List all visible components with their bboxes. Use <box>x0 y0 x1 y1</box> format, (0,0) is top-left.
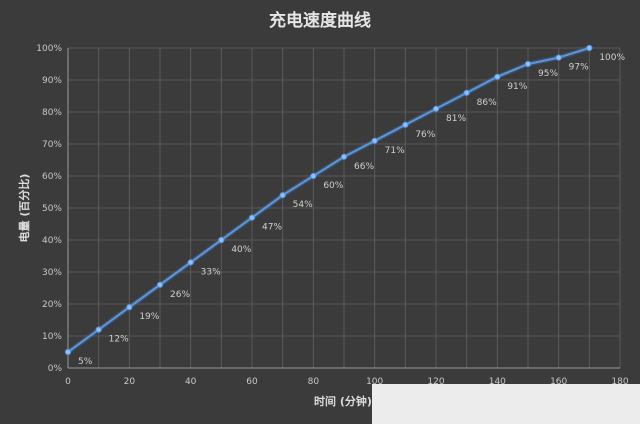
x-tick-label: 60 <box>246 377 258 387</box>
data-point <box>248 214 256 221</box>
data-point <box>463 89 470 96</box>
data-point <box>126 304 133 311</box>
data-point <box>279 192 286 199</box>
x-tick-label: 80 <box>308 377 320 387</box>
y-tick-label: 100% <box>36 44 62 54</box>
data-point <box>555 54 562 61</box>
data-label: 71% <box>385 146 405 156</box>
data-label: 5% <box>78 357 93 367</box>
data-point <box>586 44 593 52</box>
data-point <box>156 281 164 288</box>
data-label: 91% <box>507 82 527 92</box>
data-label: 95% <box>538 69 558 79</box>
data-label: 66% <box>354 162 374 172</box>
data-point <box>310 172 317 180</box>
label-layer: 5% 12% 19% 26% 33% 40% 47% 54% 60% 66% 71% 76% 81% 86… <box>78 53 626 367</box>
y-tick-label: 70% <box>42 140 62 150</box>
x-tick-label: 160 <box>550 377 567 387</box>
x-tick-label: 120 <box>427 377 444 387</box>
data-point <box>371 137 378 144</box>
data-point <box>524 60 532 68</box>
y-tick-label: 90% <box>42 76 62 86</box>
x-tick-label: 140 <box>489 377 506 387</box>
data-label: 47% <box>262 223 282 233</box>
data-label: 100% <box>599 53 625 63</box>
data-label: 97% <box>569 63 589 73</box>
x-tick-label: 20 <box>124 377 136 387</box>
y-tick-label: 80% <box>42 108 62 118</box>
chart-title: 充电速度曲线 <box>269 10 371 31</box>
y-tick-label: 20% <box>42 300 62 310</box>
x-tick-label: 0 <box>65 377 71 387</box>
data-point <box>402 121 409 128</box>
y-tick-label: 30% <box>42 268 62 278</box>
data-point <box>95 326 102 333</box>
data-point <box>187 259 194 266</box>
data-label: 26% <box>170 290 190 300</box>
overlay-patch <box>372 384 640 424</box>
y-tick-label: 0% <box>48 364 63 374</box>
y-axis-label: 电量 (百分比) <box>17 174 31 243</box>
data-point <box>494 73 501 80</box>
y-tick-label: 60% <box>42 172 62 182</box>
series-line <box>67 46 590 353</box>
data-label: 19% <box>139 312 159 322</box>
data-point <box>64 348 72 356</box>
data-label: 33% <box>201 267 221 277</box>
y-tick-label: 50% <box>42 204 62 214</box>
data-label: 40% <box>231 245 251 255</box>
data-label: 76% <box>415 130 435 140</box>
x-tick-label: 40 <box>185 377 197 387</box>
data-label: 54% <box>293 200 313 210</box>
series-layer <box>64 44 593 356</box>
data-point <box>218 236 225 244</box>
data-label: 12% <box>109 335 129 345</box>
data-point <box>340 153 348 160</box>
y-tick-label: 10% <box>42 332 62 342</box>
series-line-glow <box>66 45 591 355</box>
data-label: 81% <box>446 114 466 124</box>
data-point <box>432 105 440 112</box>
y-tick-label: 40% <box>42 236 62 246</box>
data-label: 86% <box>477 98 497 108</box>
axis-layer: 0% 10% 20% 30% 40% 50% 60% 70% 80% 90% 100% 0 20 40 60… <box>36 44 629 387</box>
x-tick-label: 100 <box>366 377 383 387</box>
x-axis-label: 时间 (分钟) <box>314 394 372 408</box>
x-tick-label: 180 <box>611 377 628 387</box>
data-label: 60% <box>323 181 343 191</box>
